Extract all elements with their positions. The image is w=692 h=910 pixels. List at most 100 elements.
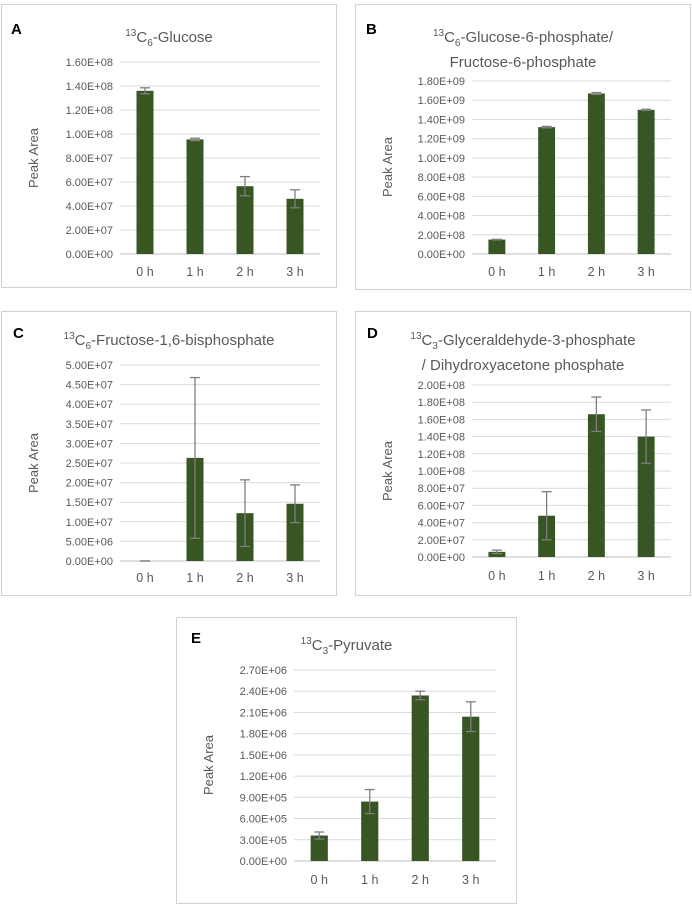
title-isotope-mass: 13 (300, 636, 312, 647)
y-tick-label: 2.00E+07 (418, 535, 465, 547)
y-tick-label: 2.00E+08 (418, 230, 465, 242)
title-label-count: 6 (454, 38, 461, 49)
y-tick-label: 4.00E+07 (418, 518, 465, 530)
bar (236, 186, 254, 254)
bar (587, 414, 605, 557)
chart-title: 13C3-Glyceraldehyde-3-phosphate / Dihydr… (356, 327, 690, 375)
x-category-label: 0 h (488, 265, 505, 279)
error-bar (140, 87, 150, 95)
y-tick-label: 1.50E+06 (240, 750, 287, 762)
x-category-label: 2 h (236, 571, 253, 585)
error-bar (641, 409, 652, 464)
x-category-label: 0 h (311, 873, 328, 887)
y-tick-label: 0.00E+00 (418, 249, 465, 261)
y-axis-title: Peak Area (201, 734, 216, 795)
y-tick-label: 4.00E+07 (66, 201, 113, 213)
error-bar (491, 549, 502, 555)
bar (538, 127, 556, 254)
bar (186, 139, 204, 254)
y-tick-label: 6.00E+07 (418, 500, 465, 512)
panel-letter: B (366, 21, 377, 38)
error-bar (190, 376, 200, 539)
y-tick-label: 1.20E+08 (418, 449, 465, 461)
chart-title: 13C6-Fructose-1,6-bisphosphate (2, 327, 336, 356)
bar (637, 436, 655, 557)
y-tick-label: 4.00E+07 (66, 399, 113, 411)
y-tick-label: 5.00E+06 (66, 536, 113, 548)
y-tick-label: 2.70E+06 (240, 665, 287, 677)
y-tick-label: 1.20E+09 (418, 134, 465, 146)
panel-letter: A (11, 21, 22, 38)
title-element: C (421, 332, 433, 349)
error-bar (465, 701, 476, 733)
x-category-label: 3 h (286, 571, 303, 585)
bar (462, 716, 480, 861)
y-axis-title: Peak Area (380, 136, 395, 197)
title-element: C (444, 29, 455, 46)
chart-panel-c: C 13C6-Fructose-1,6-bisphosphate 0.00E+0… (1, 311, 337, 596)
y-tick-label: 1.60E+08 (418, 414, 465, 426)
y-tick-label: 6.00E+05 (240, 814, 287, 826)
error-bar (541, 125, 552, 129)
bar (136, 90, 154, 254)
x-category-label: 1 h (186, 571, 203, 585)
x-category-label: 3 h (286, 265, 303, 279)
error-bar (240, 479, 250, 548)
title-element: C (74, 332, 86, 349)
title-label-count: 6 (85, 341, 92, 352)
y-tick-label: 8.00E+07 (66, 153, 113, 165)
error-bar (290, 189, 300, 209)
y-tick-label: 1.00E+08 (418, 466, 465, 478)
bar (310, 835, 328, 861)
title-isotope-mass: 13 (125, 28, 137, 39)
bar-chart-plot: 0.00E+00 2.00E+08 4.00E+08 6.00E+08 8.00E+08… (380, 76, 671, 279)
y-tick-label: 1.20E+06 (240, 771, 287, 783)
y-tick-label: 6.00E+08 (418, 191, 465, 203)
x-category-label: 0 h (488, 569, 505, 583)
y-tick-label: 9.00E+05 (240, 792, 287, 804)
x-category-label: 3 h (462, 873, 479, 887)
x-category-label: 2 h (412, 873, 429, 887)
title-element: C (136, 29, 148, 46)
panel-letter: C (13, 325, 24, 342)
error-bar (541, 490, 552, 541)
y-tick-label: 1.20E+08 (66, 105, 113, 117)
y-tick-label: 2.00E+07 (66, 225, 113, 237)
panel-letter: E (191, 630, 202, 647)
bar-chart-plot: 0.00E+00 2.00E+07 4.00E+07 6.00E+07 8.00E+07… (380, 380, 671, 583)
chart-title: 13C6-Glucose-6-phosphate/ Fructose-6-pho… (356, 24, 690, 72)
error-bar (641, 108, 652, 112)
y-tick-label: 1.80E+08 (418, 397, 465, 409)
y-tick-label: 1.60E+09 (418, 95, 465, 107)
title-label-count: 6 (147, 38, 153, 49)
title-compound: -Fructose-1,6-bisphosphate (91, 332, 275, 349)
y-tick-label: 5.00E+07 (66, 360, 113, 372)
x-category-label: 0 h (136, 265, 153, 279)
y-tick-label: 1.80E+06 (240, 729, 287, 741)
bar (488, 239, 506, 254)
y-tick-label: 1.00E+09 (418, 153, 465, 165)
title-label-count: 3 (432, 341, 438, 352)
chart-panel-e: E 13C3-Pyruvate 0.00E+00 3.00E+05 6.00E+05… (176, 617, 517, 904)
chart-panel-b: B 13C6-Glucose-6-phosphate/ Fructose-6-p… (355, 4, 691, 290)
chart-panel-d: D 13C3-Glyceraldehyde-3-phosphate / Dihy… (355, 311, 691, 596)
y-tick-label: 0.00E+00 (418, 552, 465, 564)
y-tick-label: 2.00E+07 (66, 478, 113, 490)
y-tick-label: 2.50E+07 (66, 458, 113, 470)
y-tick-label: 1.60E+08 (66, 57, 113, 69)
y-tick-label: 2.00E+08 (418, 380, 465, 392)
x-category-label: 2 h (236, 265, 253, 279)
y-axis-title: Peak Area (380, 440, 395, 501)
chart-title: 13C6-Glucose (2, 24, 336, 53)
error-bar (491, 238, 502, 241)
bar (637, 109, 655, 254)
y-tick-label: 3.50E+07 (66, 419, 113, 431)
chart-panel-a: A 13C6-Glucose 0.00E+00 2.00E+07 4.00E+07 6… (1, 4, 337, 288)
y-tick-label: 1.00E+08 (66, 129, 113, 141)
x-category-label: 3 h (637, 265, 654, 279)
error-bar (290, 484, 300, 524)
title-line-2: Fructose-6-phosphate (449, 54, 597, 71)
x-category-label: 2 h (588, 569, 605, 583)
title-element: C (311, 637, 323, 654)
error-bar (415, 690, 426, 701)
